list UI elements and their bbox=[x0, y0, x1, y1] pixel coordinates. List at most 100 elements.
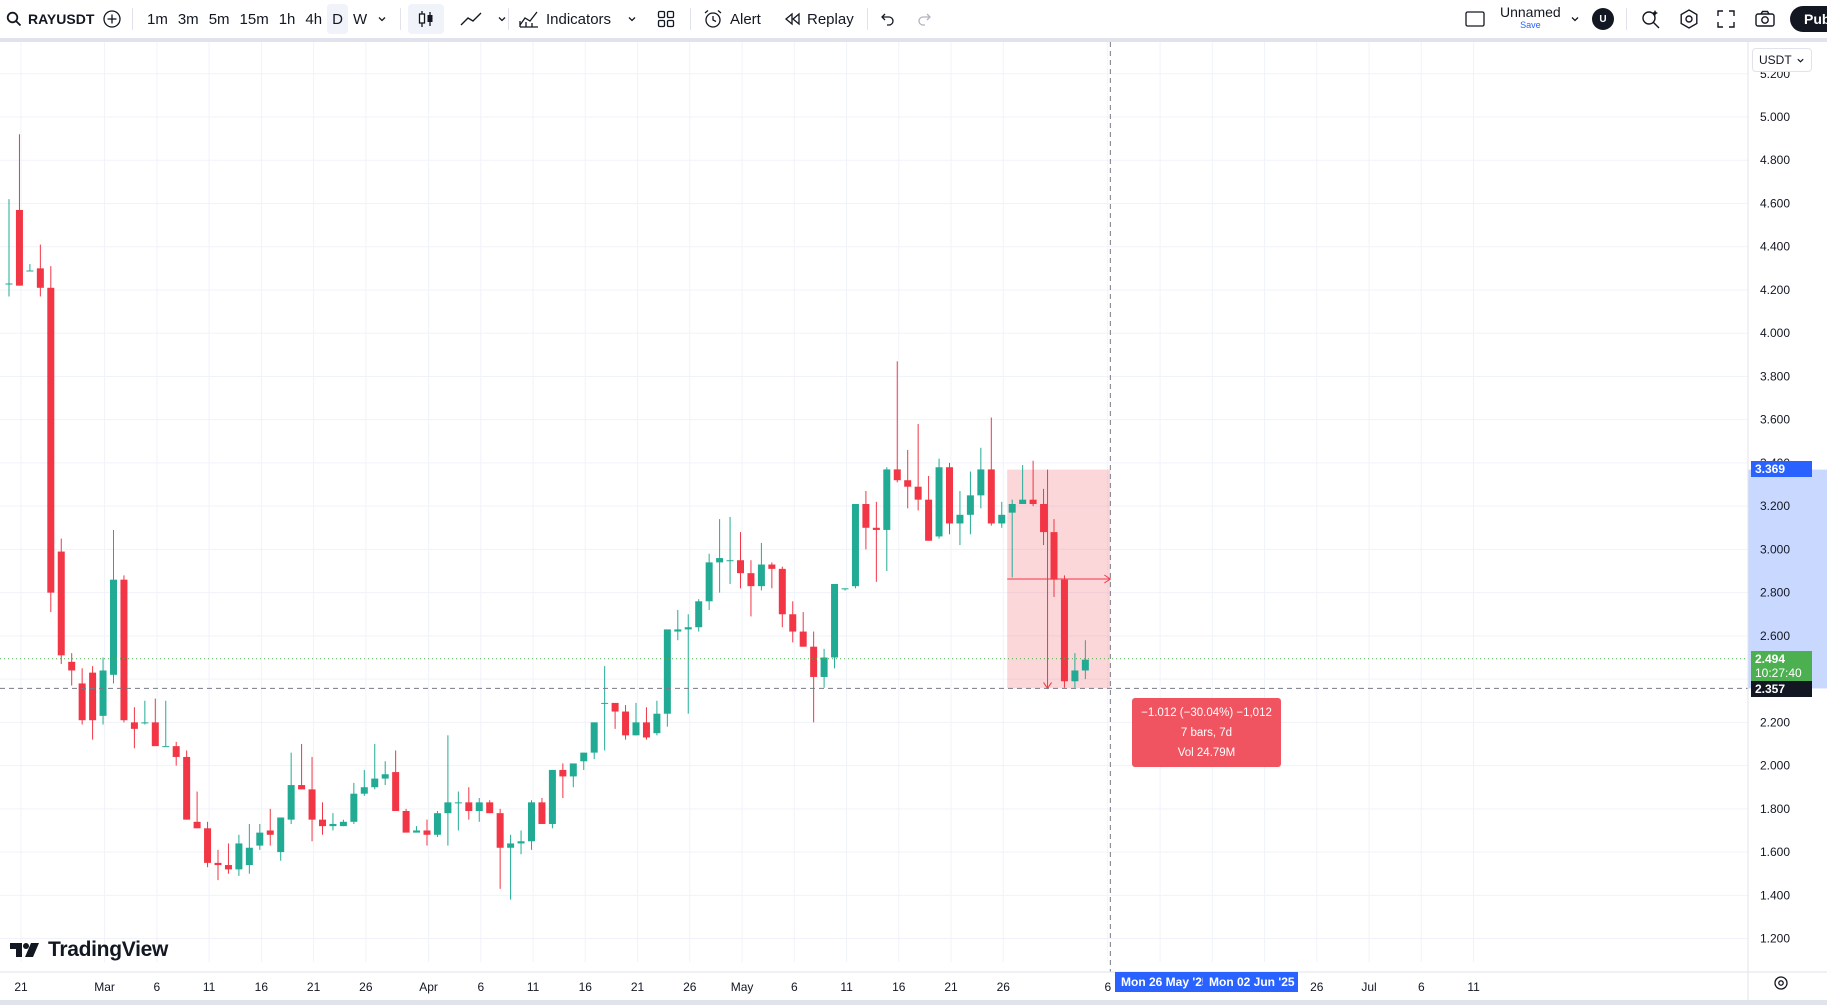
time-tick-label: 16 bbox=[579, 980, 593, 994]
candle bbox=[590, 722, 598, 760]
candle bbox=[747, 560, 755, 617]
layout-dropdown[interactable] bbox=[1570, 0, 1580, 38]
rewind-icon bbox=[783, 11, 801, 27]
interval-3m[interactable]: 3m bbox=[177, 10, 199, 28]
chart-overlays bbox=[0, 42, 1748, 972]
candle-body bbox=[820, 657, 828, 677]
replay-button[interactable]: Replay bbox=[783, 0, 854, 38]
candle-body bbox=[89, 672, 97, 721]
redo-button[interactable] bbox=[916, 0, 934, 38]
measure-volume: Vol 24.79M bbox=[1177, 747, 1236, 759]
indicators-dropdown[interactable] bbox=[627, 0, 637, 38]
settings-button[interactable] bbox=[1678, 0, 1700, 38]
candle bbox=[538, 798, 546, 824]
candle bbox=[1040, 488, 1048, 546]
interval-5m[interactable]: 5m bbox=[208, 10, 230, 28]
chart-type-group bbox=[408, 0, 512, 38]
time-tick-label: 6 bbox=[791, 980, 798, 994]
symbol-search[interactable]: RAYUSDT bbox=[6, 0, 94, 38]
compare-symbol-button[interactable] bbox=[102, 0, 122, 38]
publish-button[interactable]: Publ bbox=[1790, 6, 1827, 32]
candle-body bbox=[632, 722, 640, 736]
candle bbox=[799, 612, 807, 647]
candle bbox=[496, 808, 504, 889]
candle-body bbox=[256, 832, 264, 846]
watchlist-toggle[interactable] bbox=[1464, 0, 1486, 38]
candle-body bbox=[110, 579, 117, 675]
candle bbox=[862, 491, 870, 550]
price-chart[interactable]: 1.2001.4001.6001.8002.0002.2002.4002.600… bbox=[0, 42, 1827, 1000]
candle-body bbox=[339, 821, 347, 827]
candle-body bbox=[569, 763, 577, 777]
candle bbox=[287, 752, 295, 824]
avatar: U bbox=[1592, 8, 1614, 30]
candle-body bbox=[36, 268, 44, 288]
price-tick-label: 1.200 bbox=[1760, 932, 1790, 946]
layout-name-button[interactable]: Unnamed Save bbox=[1500, 0, 1561, 38]
candle bbox=[89, 666, 97, 740]
candle bbox=[517, 830, 525, 855]
candle-body bbox=[224, 865, 232, 870]
candle-body bbox=[78, 683, 86, 721]
candle bbox=[695, 599, 703, 632]
candle bbox=[486, 800, 494, 814]
candle-body bbox=[1008, 503, 1016, 513]
time-tick-label: 11 bbox=[840, 980, 853, 994]
candle bbox=[130, 707, 138, 749]
time-tick-label: 26 bbox=[997, 980, 1011, 994]
candle-body bbox=[663, 629, 671, 714]
candle bbox=[329, 813, 337, 831]
candle bbox=[757, 542, 765, 591]
redo-icon bbox=[916, 11, 934, 27]
candle-body bbox=[507, 843, 515, 848]
templates-button[interactable] bbox=[656, 0, 676, 38]
tradingview-logo[interactable]: TradingView bbox=[10, 938, 168, 962]
chart-type-dropdown-chevron-icon[interactable] bbox=[492, 4, 512, 34]
snapshot-button[interactable] bbox=[1754, 0, 1776, 38]
currency-selector[interactable]: USDT bbox=[1752, 48, 1812, 72]
interval-1h[interactable]: 1h bbox=[278, 10, 296, 28]
candle bbox=[277, 817, 285, 861]
candle-body bbox=[580, 752, 588, 762]
price-tick-label: 2.200 bbox=[1760, 715, 1790, 729]
candles-chart-icon[interactable] bbox=[408, 4, 444, 34]
fullscreen-button[interactable] bbox=[1716, 0, 1736, 38]
candle bbox=[737, 532, 744, 589]
divider bbox=[867, 8, 868, 30]
interval-4h[interactable]: 4h bbox=[305, 10, 323, 28]
candle-body bbox=[601, 702, 609, 704]
alert-button[interactable]: Alert bbox=[702, 0, 761, 38]
candle bbox=[987, 417, 995, 526]
candle-body bbox=[475, 802, 483, 812]
candle bbox=[820, 648, 828, 688]
candle-body bbox=[1050, 532, 1058, 580]
quick-search-button[interactable] bbox=[1640, 0, 1662, 38]
undo-button[interactable] bbox=[878, 0, 896, 38]
interval-w[interactable]: W bbox=[352, 10, 368, 28]
indicators-button[interactable]: Indicators bbox=[518, 0, 611, 38]
interval-dropdown-chevron-icon[interactable] bbox=[372, 4, 392, 34]
measure-tooltip: −1.012 (−30.04%) −1,012 7 bars, 7d Vol 2… bbox=[1132, 698, 1281, 767]
candle bbox=[528, 800, 535, 850]
candle-body bbox=[778, 568, 786, 615]
candle bbox=[392, 750, 400, 812]
candle bbox=[580, 752, 588, 770]
time-tick-label: 6 bbox=[154, 980, 161, 994]
time-tick-label: 6 bbox=[1104, 980, 1111, 994]
candle bbox=[663, 629, 671, 727]
candle bbox=[99, 657, 107, 725]
candle-body bbox=[548, 769, 556, 824]
candle bbox=[110, 529, 117, 684]
interval-1m[interactable]: 1m bbox=[147, 10, 168, 28]
candle-body bbox=[465, 802, 473, 812]
interval-15m[interactable]: 15m bbox=[239, 10, 269, 28]
search-sparkle-icon bbox=[1640, 8, 1662, 30]
candle bbox=[778, 566, 786, 628]
user-avatar[interactable]: U bbox=[1592, 0, 1614, 38]
camera-icon bbox=[1754, 9, 1776, 29]
candle-body bbox=[716, 558, 724, 563]
interval-d[interactable]: D bbox=[327, 4, 348, 34]
line-chart-icon[interactable] bbox=[454, 4, 488, 34]
price-tick-label: 1.600 bbox=[1760, 845, 1790, 859]
candle bbox=[5, 199, 13, 297]
